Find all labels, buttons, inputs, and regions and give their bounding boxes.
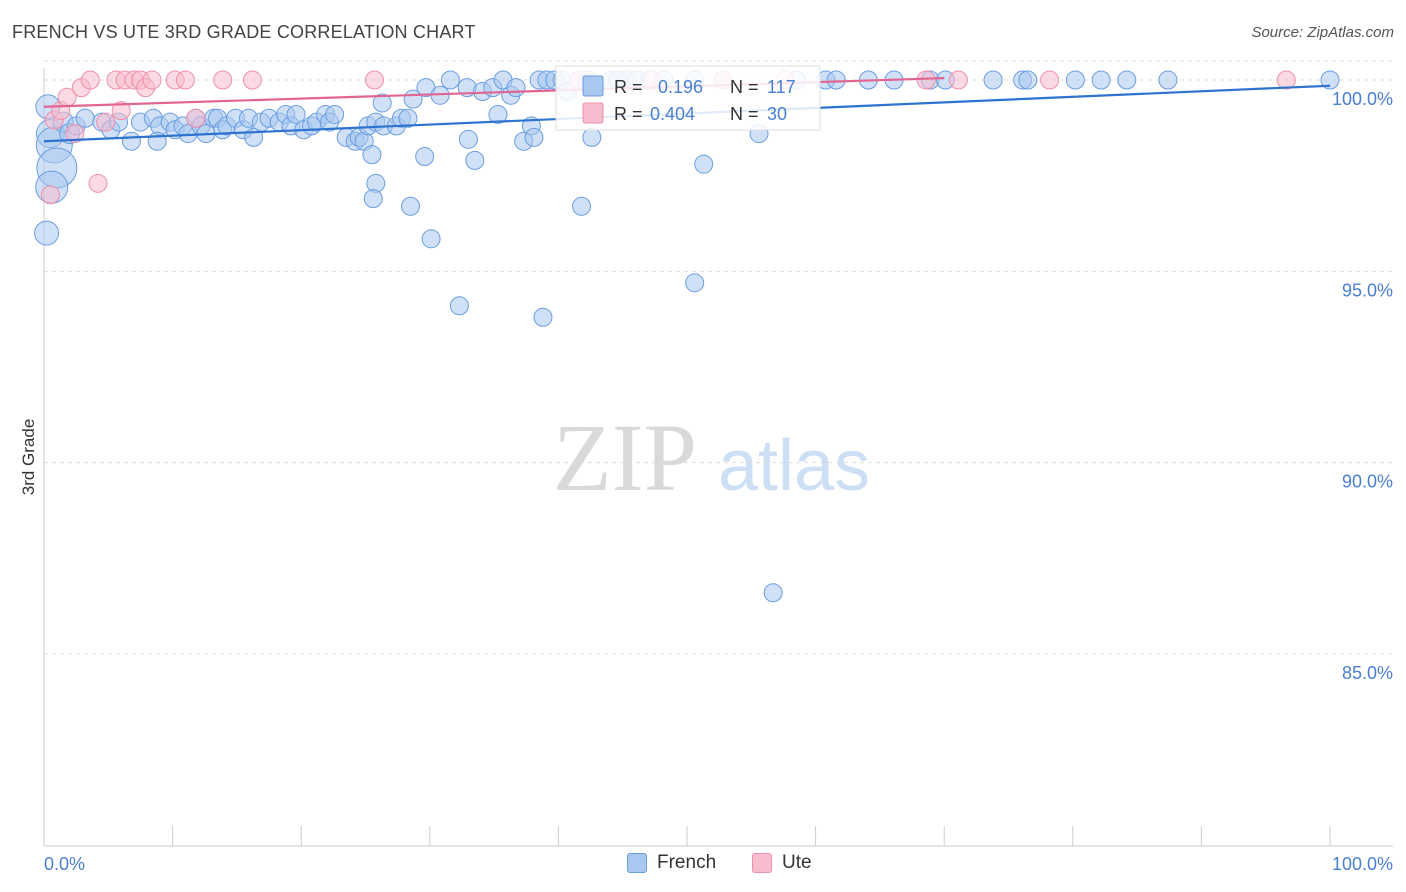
ute-point-29 [1276,70,1296,90]
french-point-44 [325,104,345,124]
y-tick-label-3: 100.0% [1332,89,1393,109]
bottom-legend-ute-label: Ute [782,852,812,873]
french-point-99 [1158,70,1178,90]
bottom-legend-french: French [627,852,716,874]
french-point-111 [533,307,553,327]
french-point-112 [572,196,592,216]
y-axis-label: 3rd Grade [19,419,38,496]
y-tick-label-1: 90.0% [1342,472,1393,492]
french-point-97 [1091,70,1111,90]
ute-point-10 [111,101,131,121]
french-points [34,70,1340,603]
french-point-63 [488,104,508,124]
french-point-18 [147,131,167,151]
french-point-76 [582,127,602,147]
french-point-52 [372,93,392,113]
y-tick-labels: 85.0% 90.0% 95.0% 100.0% [1332,89,1393,683]
french-point-98 [1117,70,1137,90]
french-point-93 [983,70,1003,90]
bottom-legend-french-swatch [627,853,647,873]
chart-title: FRENCH VS UTE 3RD GRADE CORRELATION CHAR… [12,22,476,42]
french-point-107 [465,150,485,170]
y-tick-label-0: 85.0% [1342,663,1393,683]
correlation-legend: R = 0.196 N = 117 R = 0.404 N = 30 [555,65,821,131]
french-point-66 [506,78,526,98]
ute-point-0 [40,185,60,205]
ute-point-7 [88,173,108,193]
legend-french-r-label: R = [614,77,643,97]
ute-point-17 [175,70,195,90]
french-point-38 [286,104,306,124]
bottom-legend: French Ute [0,852,1406,878]
ute-point-4 [65,124,85,144]
french-point-115 [763,583,783,603]
french-point-113 [694,154,714,174]
french-point-55 [398,108,418,128]
french-point-100 [1320,70,1340,90]
ute-point-19 [213,70,233,90]
watermark-atlas: atlas [718,426,870,506]
french-point-95 [1018,70,1038,90]
ute-point-6 [80,70,100,90]
bottom-legend-ute-swatch [752,853,772,873]
french-point-104 [363,189,383,209]
bottom-legend-french-label: French [657,852,717,873]
legend-swatch-ute [582,102,604,124]
ute-point-15 [142,70,162,90]
french-point-9 [75,108,95,128]
ute-point-20 [242,70,262,90]
french-point-102 [401,196,421,216]
legend-ute-n-label: N = [730,104,759,124]
ute-point-8 [96,112,116,132]
french-point-13 [121,131,141,151]
ute-point-18 [186,108,206,128]
grid [44,60,1393,655]
french-point-5 [34,220,60,246]
ute-point-27 [948,70,968,90]
source-credit: Source: ZipAtlas.com [1251,24,1394,41]
ute-point-28 [1040,70,1060,90]
legend-french-r-value: 0.196 [658,77,703,97]
french-point-109 [421,229,441,249]
french-point-106 [458,129,478,149]
french-point-114 [685,273,705,293]
y-tick-label-2: 95.0% [1342,280,1393,300]
watermark-zip: ZIP [553,404,697,511]
x-tick-label-min: 0.0% [44,854,85,874]
legend-ute-r-value: 0.404 [650,104,695,124]
french-point-110 [449,296,469,316]
ute-point-26 [916,70,936,90]
legend-french-n-value: 117 [767,77,796,97]
french-point-101 [362,145,382,165]
french-point-108 [524,127,544,147]
french-point-88 [826,70,846,90]
french-point-96 [1065,70,1085,90]
bottom-legend-ute: Ute [752,852,812,874]
french-point-59 [440,70,460,90]
ute-point-21 [365,70,385,90]
legend-french-n-label: N = [730,77,759,97]
legend-swatch-french [582,75,604,97]
legend-ute-r-label: R = [614,104,643,124]
x-tick-label-max: 100.0% [1332,854,1393,874]
french-point-105 [415,147,435,167]
legend-ute-n-value: 30 [767,104,787,124]
